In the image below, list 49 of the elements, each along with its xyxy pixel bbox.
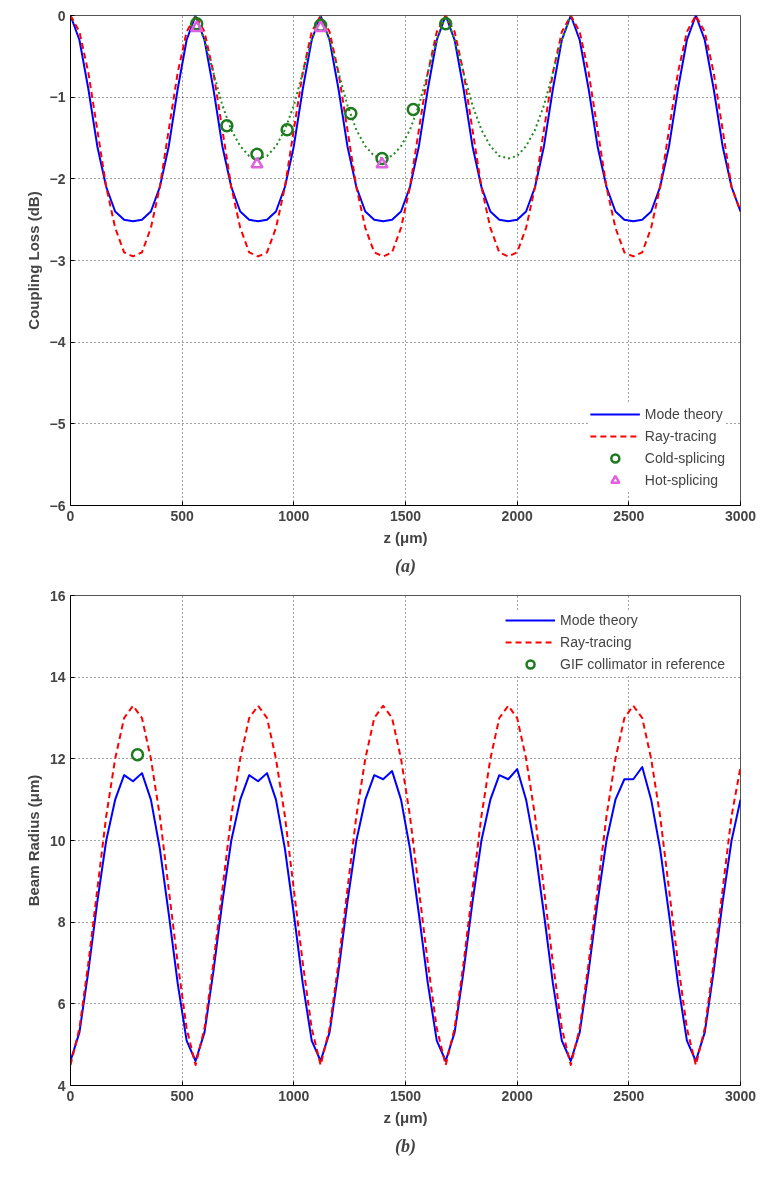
- x-tick-label: 1000: [278, 1087, 310, 1104]
- y-tick-label: 0: [57, 7, 66, 24]
- x-axis-title: z (μm): [383, 1108, 428, 1126]
- y-tick-label: 14: [49, 669, 66, 686]
- point: [250, 156, 264, 169]
- text: (a): [395, 555, 417, 577]
- y-tick-label: −4: [49, 334, 66, 351]
- point: [220, 119, 234, 133]
- legend-label: Mode theory: [644, 406, 723, 422]
- y-tick-label: 16: [49, 587, 66, 604]
- point: [406, 102, 421, 117]
- x-tick-label: 2000: [501, 1087, 533, 1104]
- point: [438, 16, 453, 31]
- y-tick-label: −2: [49, 170, 66, 187]
- y-axis-title: Beam Radius (μm): [24, 774, 42, 907]
- point: [344, 106, 358, 121]
- point: [375, 156, 389, 169]
- y-tick-label: 8: [57, 914, 66, 931]
- x-tick-label: 2500: [613, 1087, 645, 1104]
- x-tick-label: 500: [170, 507, 195, 524]
- y-tick-label: 4: [57, 1077, 66, 1094]
- x-tick-label: 1000: [278, 507, 310, 524]
- y-tick-label: 10: [49, 832, 66, 849]
- y-tick-label: −1: [49, 89, 66, 106]
- y-tick-label: −5: [49, 415, 66, 432]
- x-tick-label: 3000: [724, 507, 757, 524]
- y-tick-label: −6: [49, 497, 66, 514]
- line-series: [70, 704, 741, 1067]
- x-tick-label: 3000: [724, 1087, 757, 1104]
- y-tick-label: −3: [49, 252, 66, 269]
- y-tick-label: 6: [57, 995, 66, 1012]
- x-tick-label: 1500: [389, 507, 422, 524]
- legend-label: Hot-splicing: [644, 472, 718, 488]
- x-tick-label: 1500: [389, 1087, 422, 1104]
- x-tick-label: 2500: [613, 507, 645, 524]
- y-tick-label: 12: [49, 750, 66, 767]
- y-axis-title: Coupling Loss (dB): [24, 191, 42, 330]
- x-tick-label: 2000: [501, 507, 533, 524]
- legend-label: Mode theory: [560, 612, 638, 628]
- legend-label: Cold-splicing: [644, 450, 725, 466]
- point: [189, 20, 204, 33]
- text: (b): [395, 1135, 417, 1157]
- legend-label: Ray-tracing: [560, 634, 632, 650]
- legend-label: Ray-tracing: [644, 428, 717, 444]
- x-tick-label: 500: [170, 1087, 195, 1104]
- legend-label: GIF collimator in reference: [560, 656, 725, 672]
- line-series: [70, 766, 741, 1062]
- x-axis-title: z (μm): [383, 528, 428, 546]
- point: [280, 123, 294, 137]
